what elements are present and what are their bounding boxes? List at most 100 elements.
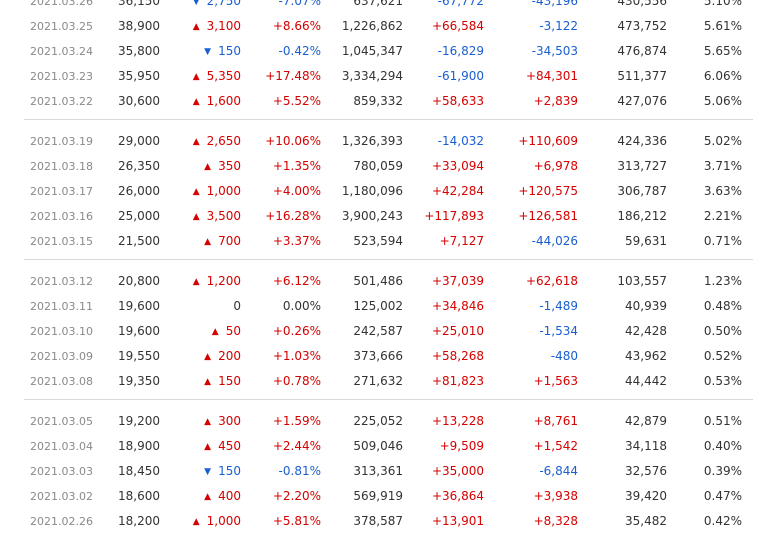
foreign-holdings-cell: 473,752 [617, 19, 667, 33]
close-price-cell: 18,900 [118, 439, 160, 453]
down-triangle-icon: ▼ [192, 0, 200, 7]
foreign-net-cell: -6,844 [539, 464, 578, 478]
change-value: 1,000 [206, 184, 241, 198]
institution-net-cell: +13,901 [431, 514, 484, 528]
foreign-net-cell: +84,301 [525, 69, 578, 83]
change-rate-cell: +1.03% [272, 349, 321, 363]
foreign-ratio-cell: 0.40% [703, 439, 742, 453]
foreign-holdings-cell: 313,727 [617, 159, 667, 173]
foreign-net-cell: +3,938 [533, 489, 578, 503]
change-rate-cell: +4.00% [272, 184, 321, 198]
up-triangle-icon: ▲ [204, 492, 212, 502]
up-triangle-icon: ▲ [204, 377, 212, 387]
foreign-net-cell: +1,542 [533, 439, 578, 453]
volume-cell: 242,587 [353, 324, 403, 338]
date-cell: 2021.03.25 [30, 20, 93, 33]
change-value: 350 [218, 159, 241, 173]
table-row: 2021.03.08 19,350 ▲ 150 +0.78% 271,632 +81,823… [0, 369, 773, 394]
change-value: 1,200 [206, 274, 241, 288]
foreign-ratio-cell: 5.10% [703, 0, 742, 8]
volume-cell: 373,666 [353, 349, 403, 363]
foreign-net-cell: +120,575 [518, 184, 578, 198]
change-value: 400 [218, 489, 241, 503]
close-price-cell: 19,550 [118, 349, 160, 363]
foreign-net-cell: +6,978 [533, 159, 578, 173]
volume-cell: 3,900,243 [341, 209, 403, 223]
date-cell: 2021.03.23 [30, 70, 93, 83]
foreign-holdings-cell: 34,118 [625, 439, 667, 453]
institution-net-cell: +81,823 [431, 374, 484, 388]
date-cell: 2021.03.17 [30, 185, 93, 198]
change-rate-cell: +0.26% [272, 324, 321, 338]
change-rate-cell: +3.37% [272, 234, 321, 248]
change-rate-cell: -0.42% [278, 44, 321, 58]
foreign-holdings-cell: 59,631 [625, 234, 667, 248]
foreign-net-cell: +62,618 [525, 274, 578, 288]
date-cell: 2021.03.05 [30, 415, 93, 428]
institution-net-cell: +117,893 [424, 209, 484, 223]
close-price-cell: 18,600 [118, 489, 160, 503]
table-row: 2021.02.26 18,200 ▲ 1,000 +5.81% 378,587 +13,9… [0, 509, 773, 534]
foreign-ratio-cell: 0.39% [703, 464, 742, 478]
foreign-ratio-cell: 0.42% [703, 514, 742, 528]
foreign-holdings-cell: 424,336 [617, 134, 667, 148]
volume-cell: 780,059 [353, 159, 403, 173]
change-cell: ▼ 150 [204, 39, 241, 66]
table-row: 2021.03.04 18,900 ▲ 450 +2.44% 509,046 +9,509 +… [0, 434, 773, 459]
close-price-cell: 26,000 [118, 184, 160, 198]
change-rate-cell: +0.78% [272, 374, 321, 388]
table-row: 2021.03.19 29,000 ▲ 2,650 +10.06% 1,326,393 -1… [0, 129, 773, 154]
change-value: 3,100 [206, 19, 241, 33]
foreign-holdings-cell: 42,879 [625, 414, 667, 428]
foreign-holdings-cell: 42,428 [625, 324, 667, 338]
foreign-net-cell: -480 [550, 349, 578, 363]
row-group: 2021.03.12 20,800 ▲ 1,200 +6.12% 501,486 +37,0… [0, 269, 773, 394]
change-cell: ▲ 3,100 [193, 14, 241, 41]
change-value: 0 [233, 299, 241, 313]
change-cell: ▲ 350 [204, 154, 241, 181]
foreign-net-cell: +126,581 [518, 209, 578, 223]
close-price-cell: 19,350 [118, 374, 160, 388]
foreign-holdings-cell: 43,962 [625, 349, 667, 363]
close-price-cell: 30,600 [118, 94, 160, 108]
foreign-ratio-cell: 0.71% [703, 234, 742, 248]
date-cell: 2021.03.03 [30, 465, 93, 478]
institution-net-cell: +13,228 [431, 414, 484, 428]
change-value: 150 [218, 44, 241, 58]
table-row: 2021.03.10 19,600 ▲ 50 +0.26% 242,587 +25,010 -… [0, 319, 773, 344]
table-row: 2021.03.17 26,000 ▲ 1,000 +4.00% 1,180,096 +42… [0, 179, 773, 204]
institution-net-cell: +25,010 [431, 324, 484, 338]
table-row: 2021.03.11 19,600 0 0.00% 125,002 +34,846 -1,4… [0, 294, 773, 319]
change-rate-cell: +10.06% [265, 134, 321, 148]
volume-cell: 313,361 [353, 464, 403, 478]
change-value: 5,350 [206, 69, 241, 83]
foreign-net-cell: +8,761 [533, 414, 578, 428]
change-value: 700 [218, 234, 241, 248]
change-value: 450 [218, 439, 241, 453]
volume-cell: 1,226,862 [341, 19, 403, 33]
foreign-ratio-cell: 5.02% [703, 134, 742, 148]
institution-net-cell: -16,829 [437, 44, 484, 58]
foreign-holdings-cell: 40,939 [625, 299, 667, 313]
date-cell: 2021.03.11 [30, 300, 93, 313]
change-rate-cell: +5.52% [272, 94, 321, 108]
table-row: 2021.03.26 36,150 ▼ 2,750 -7.07% 637,621 -67,7… [0, 0, 773, 14]
volume-cell: 569,919 [353, 489, 403, 503]
change-cell: ▼ 2,750 [193, 0, 241, 16]
date-cell: 2021.03.04 [30, 440, 93, 453]
change-value: 2,750 [206, 0, 241, 8]
volume-cell: 3,334,294 [341, 69, 403, 83]
change-cell: ▲ 700 [204, 229, 241, 256]
foreign-net-cell: -1,489 [539, 299, 578, 313]
foreign-ratio-cell: 5.65% [703, 44, 742, 58]
date-cell: 2021.03.22 [30, 95, 93, 108]
foreign-ratio-cell: 0.47% [703, 489, 742, 503]
close-price-cell: 35,950 [118, 69, 160, 83]
institution-net-cell: -67,772 [437, 0, 484, 8]
down-triangle-icon: ▼ [204, 47, 212, 57]
change-cell: ▼ 150 [204, 459, 241, 486]
down-triangle-icon: ▼ [204, 467, 212, 477]
foreign-ratio-cell: 0.52% [703, 349, 742, 363]
table-row: 2021.03.24 35,800 ▼ 150 -0.42% 1,045,347 -16,8… [0, 39, 773, 64]
up-triangle-icon: ▲ [192, 517, 200, 527]
